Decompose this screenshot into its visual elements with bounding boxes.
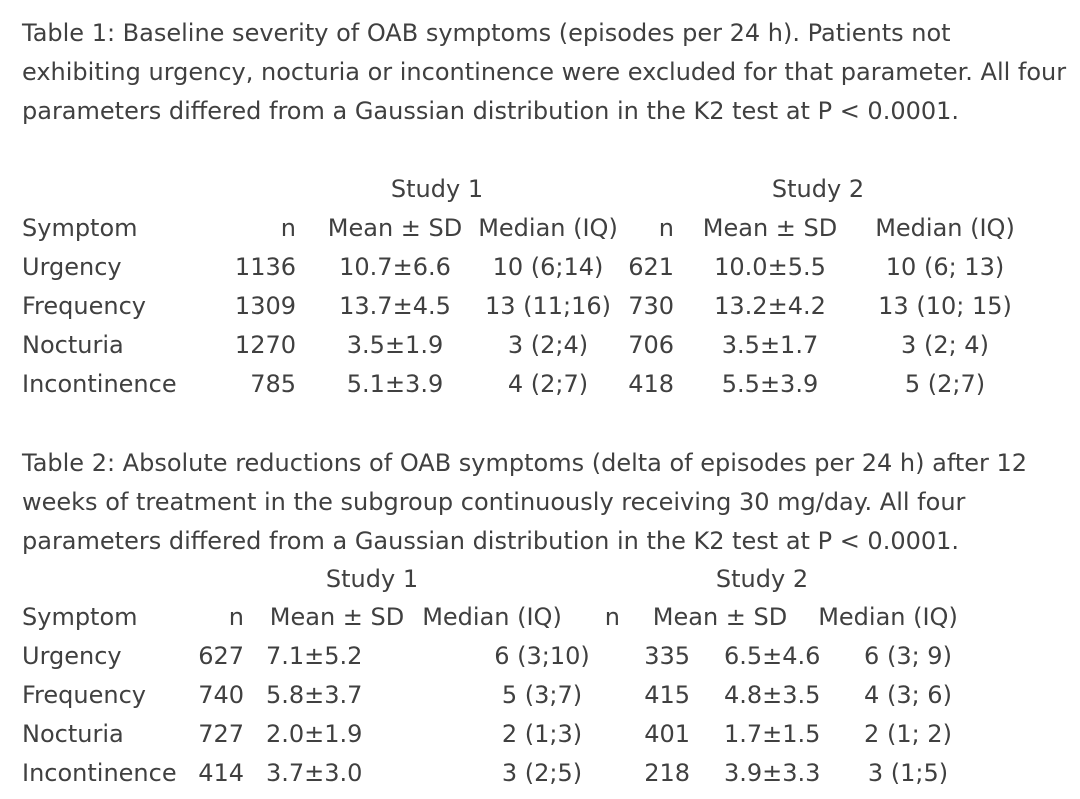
table-cell-n: 415 <box>644 681 690 709</box>
table-cell-n: 418 <box>628 370 674 398</box>
table-cell-median-iq: 2 (1;3) <box>501 720 583 748</box>
column-header-n: n <box>604 603 620 631</box>
table-cell-median-iq: 3 (2; 4) <box>901 331 989 359</box>
column-header-symptom: Symptom <box>22 214 138 242</box>
table-cell-n: 706 <box>628 331 674 359</box>
table-cell-median-iq: 4 (2;7) <box>507 370 589 398</box>
table-cell-n: 401 <box>644 720 690 748</box>
table-cell-mean-sd: 6.5±4.6 <box>724 642 821 670</box>
table-cell-median-iq: 6 (3;10) <box>494 642 590 670</box>
table-cell-median-iq: 10 (6; 13) <box>885 253 1005 281</box>
row-label: Nocturia <box>22 331 124 359</box>
study-header-1: Study 1 <box>325 565 419 593</box>
column-header-n: n <box>228 603 244 631</box>
row-label: Urgency <box>22 253 122 281</box>
column-header-n: n <box>280 214 296 242</box>
table1-caption: Table 1: Baseline severity of OAB sympto… <box>22 19 1067 125</box>
table-cell-mean-sd: 10.0±5.5 <box>714 253 826 281</box>
table-cell-median-iq: 3 (2;5) <box>501 759 583 787</box>
table-cell-mean-sd: 7.1±5.2 <box>266 642 363 670</box>
table-cell-n: 785 <box>250 370 296 398</box>
table-cell-mean-sd: 3.7±3.0 <box>266 759 363 787</box>
table-cell-median-iq: 13 (10; 15) <box>878 292 1012 320</box>
table-cell-mean-sd: 3.5±1.7 <box>721 331 819 359</box>
table-cell-n: 1136 <box>234 253 296 281</box>
table-cell-mean-sd: 5.8±3.7 <box>266 681 363 709</box>
table-cell-n: 621 <box>628 253 674 281</box>
table-cell-n: 740 <box>198 681 244 709</box>
table-cell-mean-sd: 3.9±3.3 <box>724 759 821 787</box>
table-cell-mean-sd: 5.5±3.9 <box>721 370 819 398</box>
table-cell-n: 1309 <box>234 292 296 320</box>
table-cell-n: 218 <box>644 759 690 787</box>
table-cell-median-iq: 4 (3; 6) <box>864 681 952 709</box>
table-cell-median-iq: 10 (6;14) <box>492 253 604 281</box>
table-cell-mean-sd: 1.7±1.5 <box>724 720 821 748</box>
table-cell-median-iq: 3 (1;5) <box>867 759 949 787</box>
table2-caption: Table 2: Absolute reductions of OAB symp… <box>22 449 1028 555</box>
table-cell-median-iq: 2 (1; 2) <box>864 720 952 748</box>
row-label: Incontinence <box>22 759 177 787</box>
column-header-n: n <box>658 214 674 242</box>
column-header-symptom: Symptom <box>22 603 138 631</box>
table-cell-n: 727 <box>198 720 244 748</box>
row-label: Frequency <box>22 292 146 320</box>
table-cell-mean-sd: 13.7±4.5 <box>339 292 451 320</box>
table-cell-mean-sd: 3.5±1.9 <box>346 331 444 359</box>
table-cell-mean-sd: 2.0±1.9 <box>266 720 363 748</box>
column-header-mean-sd: Mean ± SD <box>652 603 788 631</box>
column-header-mean-sd: Mean ± SD <box>702 214 838 242</box>
study-header-1: Study 1 <box>390 175 484 203</box>
table-cell-median-iq: 13 (11;16) <box>484 292 612 320</box>
study-header-2: Study 2 <box>771 175 865 203</box>
table-cell-mean-sd: 13.2±4.2 <box>714 292 826 320</box>
row-label: Urgency <box>22 642 122 670</box>
table-cell-mean-sd: 4.8±3.5 <box>724 681 821 709</box>
column-header-mean-sd: Mean ± SD <box>327 214 463 242</box>
table-cell-mean-sd: 10.7±6.6 <box>339 253 451 281</box>
column-header-median-iq: Median (IQ) <box>818 603 958 631</box>
table-cell-median-iq: 5 (3;7) <box>501 681 583 709</box>
table-cell-median-iq: 6 (3; 9) <box>864 642 952 670</box>
table-cell-median-iq: 3 (2;4) <box>507 331 589 359</box>
table-cell-median-iq: 5 (2;7) <box>904 370 986 398</box>
column-header-median-iq: Median (IQ) <box>875 214 1015 242</box>
table-cell-n: 730 <box>628 292 674 320</box>
row-label: Frequency <box>22 681 146 709</box>
row-label: Nocturia <box>22 720 124 748</box>
column-header-mean-sd: Mean ± SD <box>269 603 405 631</box>
table-cell-mean-sd: 5.1±3.9 <box>346 370 444 398</box>
row-label: Incontinence <box>22 370 177 398</box>
column-header-median-iq: Median (IQ) <box>478 214 618 242</box>
column-header-median-iq: Median (IQ) <box>422 603 562 631</box>
table-cell-n: 414 <box>198 759 244 787</box>
study-header-2: Study 2 <box>715 565 809 593</box>
table-cell-n: 335 <box>644 642 690 670</box>
table-cell-n: 1270 <box>234 331 296 359</box>
table-cell-n: 627 <box>198 642 244 670</box>
